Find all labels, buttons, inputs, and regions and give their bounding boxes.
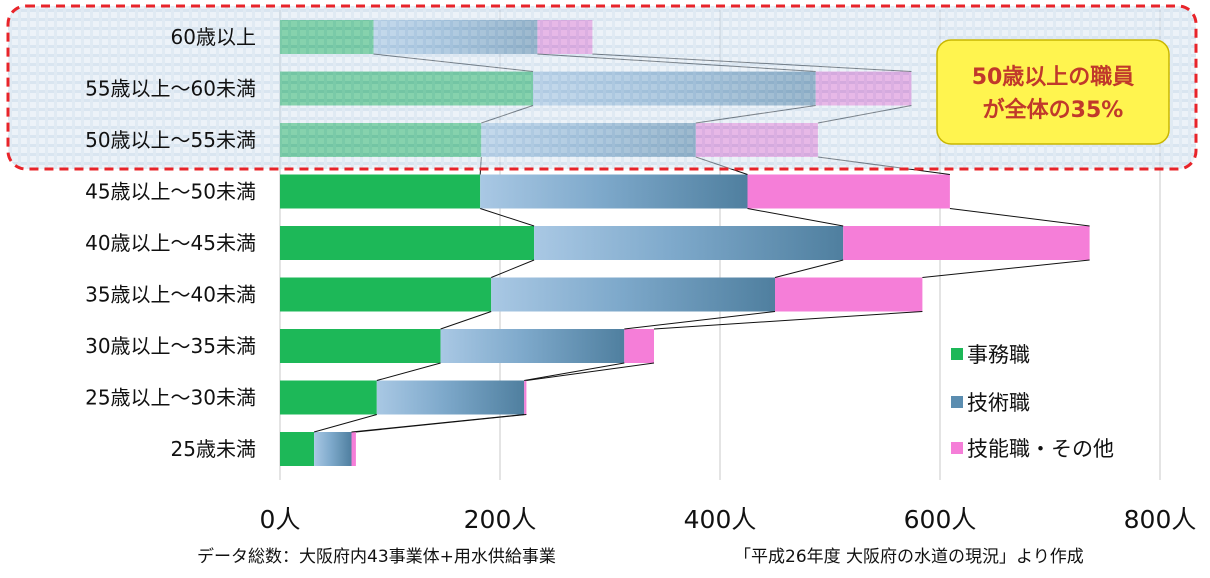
category-label-0: 60歳以上 [171,25,256,49]
bar-ginou-5 [775,277,923,312]
legend-swatch-gijutsu [951,396,963,408]
legend-swatch-jimu [951,348,963,360]
series-line-5-3 [653,311,923,330]
x-tick-label-1: 200人 [464,505,537,534]
category-label-4: 40歳以上～45未満 [85,231,256,255]
footer-reference: 「平成26年度 大阪府の水道の現況」より作成 [734,547,1084,567]
category-label-5: 35歳以上～40未満 [85,283,256,307]
callout-box: 50歳以上の職員 が全体の35% [936,39,1170,145]
series-line-6-1 [376,362,441,381]
bar-gijutsu-4 [534,226,844,260]
bar-jimu-5 [280,277,492,312]
series-line-3-3 [949,208,1090,227]
x-tick-label-2: 400人 [684,505,757,534]
legend-label-gijutsu: 技術職 [967,391,1030,415]
category-label-3: 45歳以上～50未満 [85,180,256,204]
legend: 事務職 技術職 技能職・その他 [951,343,1114,461]
legend-label-jimu: 事務職 [967,343,1030,367]
category-label-6: 30歳以上～35未満 [85,334,256,358]
category-labels: 60歳以上 55歳以上～60未満 50歳以上～55未満 45歳以上～50未満 40歳以上… [85,25,256,461]
highlight-region [6,4,1198,171]
series-line-3-2 [747,208,844,227]
bar-jimu-6 [280,329,441,363]
series-line-5-1 [440,311,492,330]
series-line-3-1 [480,208,535,227]
category-label-7: 25歳以上～30未満 [85,386,256,410]
bar-ginou-8 [351,432,356,466]
callout-line-1: 50歳以上の職員 [972,64,1135,90]
series-line-7-3 [355,414,527,433]
series-line-4-2 [774,259,844,278]
series-line-6-2 [524,362,625,381]
bar-jimu-4 [280,226,535,260]
footer-data-source: データ総数：大阪府内43事業体+用水供給事業 [197,546,556,567]
category-label-2: 50歳以上～55未満 [85,128,256,152]
bar-ginou-7 [524,380,527,415]
bar-gijutsu-5 [491,277,775,312]
series-line-6-3 [526,362,655,381]
legend-swatch-ginou [951,442,963,454]
bar-jimu-3 [280,174,481,209]
x-tick-label-4: 800人 [1124,505,1197,534]
series-line-7-1 [313,414,377,433]
series-line-4-1 [491,259,535,278]
series-line-4-3 [922,259,1090,278]
bar-gijutsu-7 [376,380,525,415]
series-line-5-2 [624,311,776,330]
category-label-8: 25歳未満 [171,437,256,461]
legend-label-ginou: 技能職・その他 [967,437,1114,461]
bar-jimu-8 [280,432,315,466]
bar-gijutsu-6 [440,329,625,363]
bar-ginou-4 [843,226,1090,260]
highlight-frame [6,4,1198,171]
callout-background [936,39,1170,145]
x-axis-ticks: 0人 200人 400人 600人 800人 [260,505,1197,534]
bar-ginou-3 [747,174,950,209]
bar-gijutsu-3 [480,174,748,209]
bar-gijutsu-8 [314,432,352,466]
x-tick-label-3: 600人 [904,505,977,534]
bar-jimu-7 [280,380,377,415]
bar-ginou-6 [624,329,654,363]
x-tick-label-0: 0人 [260,505,301,534]
callout-line-2: が全体の35% [983,97,1124,123]
category-label-1: 55歳以上～60未満 [85,77,256,101]
